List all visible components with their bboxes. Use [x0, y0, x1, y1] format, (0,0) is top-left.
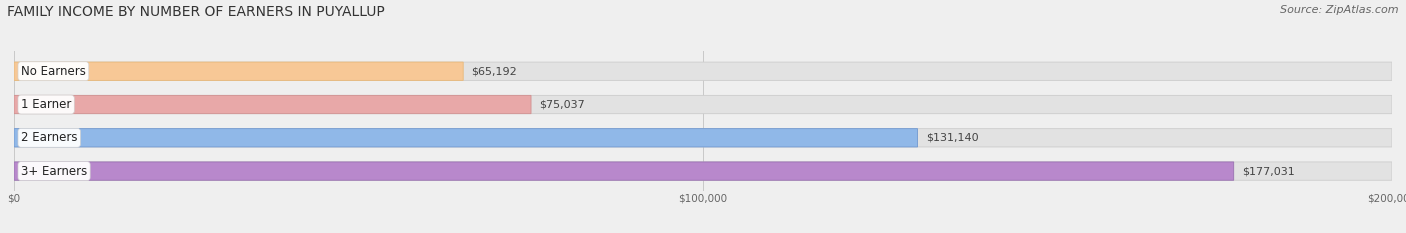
Text: 1 Earner: 1 Earner	[21, 98, 72, 111]
Text: 3+ Earners: 3+ Earners	[21, 164, 87, 178]
Text: FAMILY INCOME BY NUMBER OF EARNERS IN PUYALLUP: FAMILY INCOME BY NUMBER OF EARNERS IN PU…	[7, 5, 385, 19]
Text: $177,031: $177,031	[1241, 166, 1295, 176]
FancyBboxPatch shape	[14, 62, 463, 80]
FancyBboxPatch shape	[14, 129, 918, 147]
Text: 2 Earners: 2 Earners	[21, 131, 77, 144]
Text: $75,037: $75,037	[540, 99, 585, 110]
Text: No Earners: No Earners	[21, 65, 86, 78]
FancyBboxPatch shape	[14, 95, 531, 114]
Text: $65,192: $65,192	[471, 66, 517, 76]
FancyBboxPatch shape	[14, 95, 1392, 114]
FancyBboxPatch shape	[14, 162, 1233, 180]
Text: $131,140: $131,140	[925, 133, 979, 143]
FancyBboxPatch shape	[14, 62, 1392, 80]
Text: Source: ZipAtlas.com: Source: ZipAtlas.com	[1281, 5, 1399, 15]
FancyBboxPatch shape	[14, 162, 1392, 180]
FancyBboxPatch shape	[14, 129, 1392, 147]
